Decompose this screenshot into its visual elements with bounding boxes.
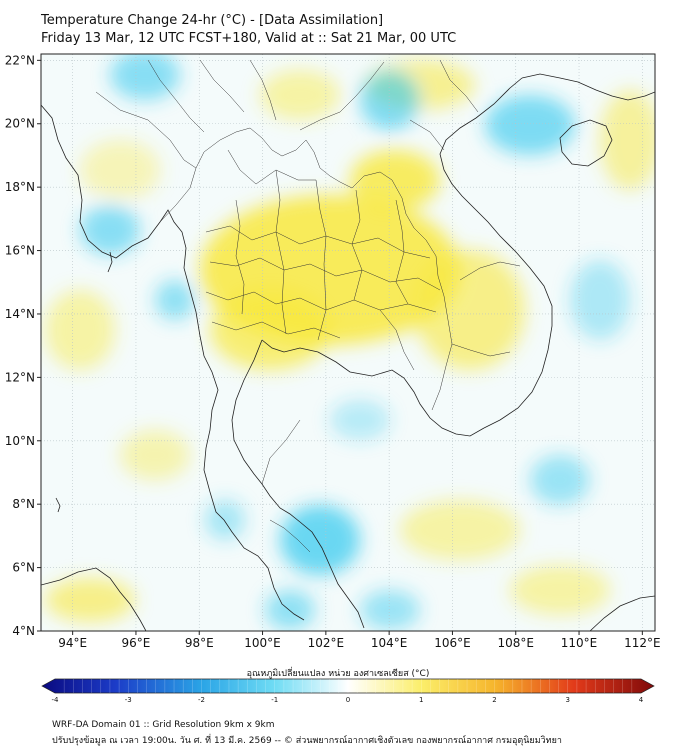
colorbar-scale (41, 678, 655, 694)
colorbar-tick-label: -1 (271, 696, 278, 704)
temperature-field (45, 54, 655, 630)
lat-tick-label: 16°N (5, 244, 35, 258)
footer-credit: ปรับปรุงข้อมูล ณ เวลา 19:00น. วัน ศ. ที่… (52, 736, 562, 746)
lat-tick-label: 12°N (5, 370, 35, 384)
lon-tick-label: 96°E (122, 636, 151, 650)
colorbar-tick-label: -4 (52, 696, 60, 704)
graticule (41, 54, 655, 631)
lat-tick-label: 18°N (5, 180, 35, 194)
lon-tick-label: 110°E (561, 636, 598, 650)
lat-tick-label: 22°N (5, 53, 35, 67)
map-title: Temperature Change 24-hr (°C) - [Data As… (41, 13, 384, 28)
colorbar-tick-label: 1 (419, 696, 423, 704)
colorbar-tick-label: -2 (198, 696, 205, 704)
lat-tick-label: 4°N (12, 624, 35, 638)
colorbar-tick-label: -3 (125, 696, 132, 704)
colorbar: -4 -3 -2 -1 0 1 2 3 4 (41, 678, 655, 704)
axis-labels: 94°E 96°E 98°E 100°E 102°E 104°E 106°E 108°E 110… (5, 53, 661, 650)
colorbar-ticks: -4 -3 -2 -1 0 1 2 3 4 (52, 696, 644, 704)
colorbar-tick-label: 3 (566, 696, 570, 704)
colorbar-steps (63, 679, 633, 693)
lon-tick-label: 100°E (244, 636, 281, 650)
footer-model-info: WRF-DA Domain 01 :: Grid Resolution 9km … (52, 720, 275, 730)
lon-tick-label: 112°E (624, 636, 661, 650)
lat-tick-label: 20°N (5, 117, 35, 131)
map-frame (40, 53, 656, 632)
lon-tick-label: 108°E (497, 636, 534, 650)
lon-tick-label: 102°E (308, 636, 345, 650)
lon-tick-label: 104°E (371, 636, 408, 650)
lat-tick-label: 6°N (12, 561, 35, 575)
lon-tick-label: 98°E (185, 636, 214, 650)
lon-tick-label: 106°E (434, 636, 471, 650)
colorbar-label: อุณหภูมิเปลี่ยนแปลง หน่วย องศาเซลเซียส (… (246, 669, 430, 679)
lat-tick-label: 14°N (5, 307, 35, 321)
provincial-boundaries (95, 59, 521, 553)
coastlines (41, 73, 655, 631)
colorbar-tick-label: 4 (639, 696, 644, 704)
lon-tick-label: 94°E (58, 636, 87, 650)
lat-tick-label: 8°N (12, 497, 35, 511)
map-area (41, 54, 655, 631)
map-subtitle: Friday 13 Mar, 12 UTC FCST+180, Valid at… (41, 31, 457, 46)
colorbar-tick-label: 0 (346, 696, 350, 704)
lat-tick-label: 10°N (5, 434, 35, 448)
colorbar-tick-label: 2 (492, 696, 496, 704)
